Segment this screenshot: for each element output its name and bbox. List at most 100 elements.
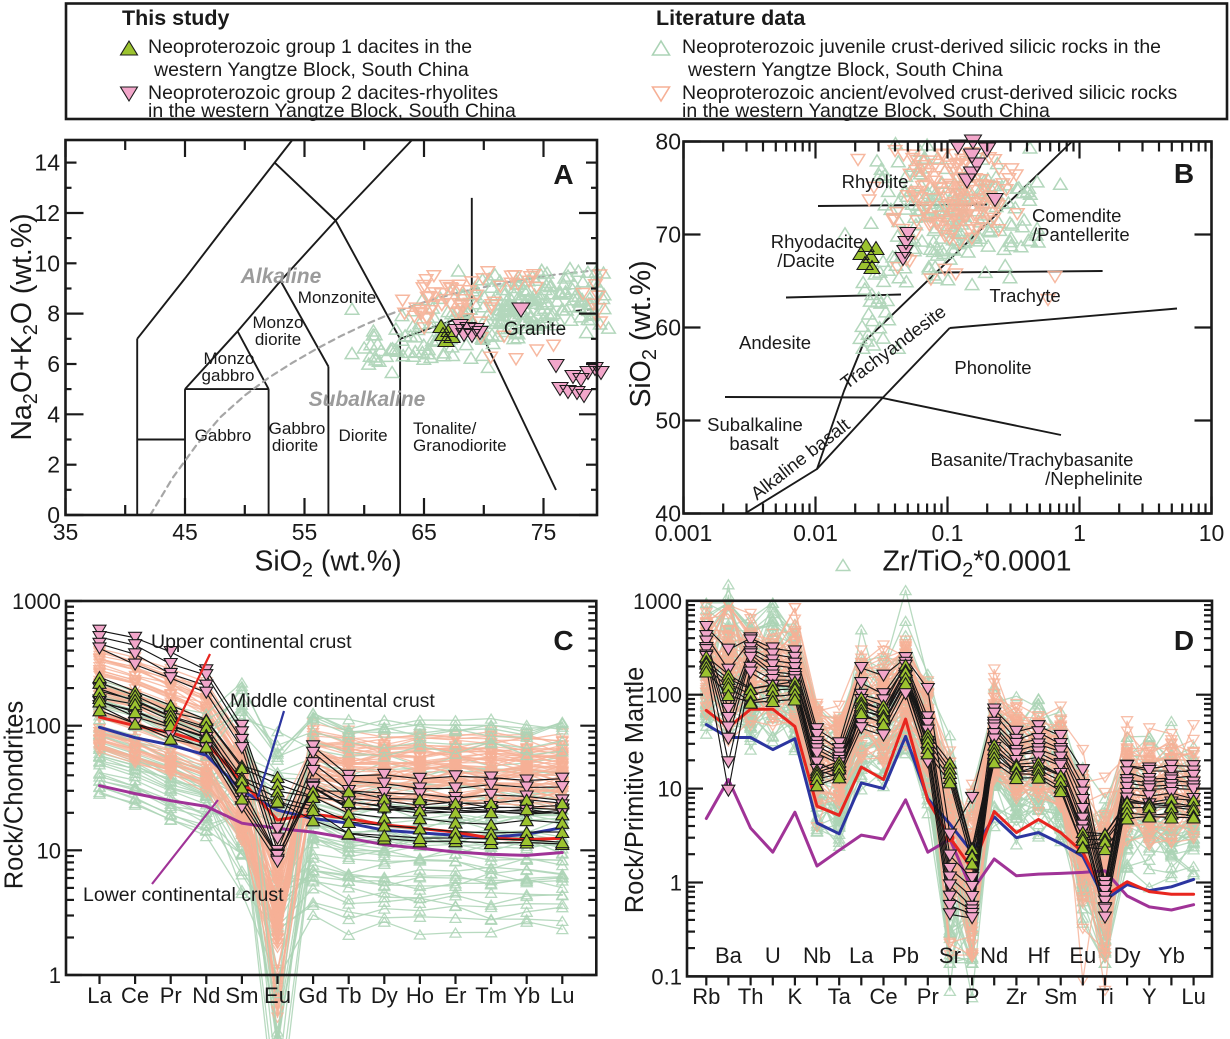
svg-text:100: 100: [24, 714, 61, 739]
svg-text:in the western Yangtze Block,: in the western Yangtze Block, South Chin…: [682, 100, 1050, 122]
svg-text:K: K: [788, 984, 803, 1009]
svg-text:Y: Y: [1142, 984, 1157, 1009]
svg-text:Gabbro: Gabbro: [269, 419, 326, 438]
svg-text:Er: Er: [445, 983, 467, 1008]
svg-text:U: U: [765, 943, 781, 968]
svg-text:Pb: Pb: [892, 943, 919, 968]
svg-text:Ti: Ti: [1096, 984, 1114, 1009]
svg-text:Na2O+K2O (wt.%): Na2O+K2O (wt.%): [6, 213, 42, 440]
svg-text:1: 1: [1073, 520, 1086, 546]
svg-text:Alkaline: Alkaline: [240, 265, 322, 288]
svg-text:Tb: Tb: [336, 983, 362, 1008]
svg-text:10: 10: [1199, 520, 1225, 546]
svg-text:55: 55: [292, 519, 318, 545]
svg-text:/Dacite: /Dacite: [777, 250, 835, 271]
svg-text:Ce: Ce: [869, 984, 897, 1009]
svg-text:La: La: [87, 983, 112, 1008]
svg-text:Andesite: Andesite: [739, 332, 811, 353]
svg-text:0.1: 0.1: [651, 964, 682, 989]
svg-text:basalt: basalt: [729, 433, 778, 454]
svg-text:D: D: [1174, 625, 1194, 656]
svg-text:Neoproterozoic juvenile crust-: Neoproterozoic juvenile crust-derived si…: [682, 36, 1161, 58]
svg-text:Th: Th: [738, 984, 764, 1009]
svg-text:Nd: Nd: [192, 983, 220, 1008]
svg-text:Subalkaline: Subalkaline: [309, 388, 426, 411]
svg-text:B: B: [1174, 158, 1194, 189]
svg-text:A: A: [553, 159, 573, 190]
svg-text:Monzo: Monzo: [203, 349, 254, 368]
svg-text:10: 10: [37, 838, 61, 863]
svg-text:Gabbro: Gabbro: [195, 426, 252, 445]
svg-text:Dy: Dy: [371, 983, 398, 1008]
svg-text:western Yangtze Block, South C: western Yangtze Block, South China: [153, 59, 469, 81]
svg-text:40: 40: [655, 501, 681, 527]
svg-text:SiO2 (wt.%): SiO2 (wt.%): [625, 260, 661, 407]
svg-text:75: 75: [531, 519, 557, 545]
svg-text:Rock/Chondrites: Rock/Chondrites: [1, 701, 29, 890]
svg-text:0.001: 0.001: [655, 520, 713, 546]
svg-text:Rhyodacite: Rhyodacite: [771, 231, 864, 252]
svg-text:1000: 1000: [633, 589, 682, 614]
svg-text:Lower continental crust: Lower continental crust: [83, 884, 284, 906]
svg-text:65: 65: [411, 519, 437, 545]
svg-text:Hf: Hf: [1028, 943, 1051, 968]
svg-text:diorite: diorite: [272, 436, 318, 455]
svg-text:Gd: Gd: [298, 983, 327, 1008]
svg-text:0.01: 0.01: [793, 520, 838, 546]
svg-text:Upper continental crust: Upper continental crust: [151, 631, 352, 653]
svg-text:12: 12: [34, 200, 60, 226]
svg-text:2: 2: [47, 452, 60, 478]
svg-text:Sr: Sr: [939, 943, 961, 968]
svg-text:Rock/Primitive Mantle: Rock/Primitive Mantle: [621, 667, 649, 914]
svg-text:8: 8: [47, 301, 60, 327]
svg-text:This study: This study: [122, 6, 230, 30]
svg-text:Ta: Ta: [828, 984, 852, 1009]
svg-text:Granite: Granite: [504, 319, 566, 340]
svg-text:western Yangtze Block, South C: western Yangtze Block, South China: [687, 59, 1003, 81]
svg-text:0.1: 0.1: [932, 520, 964, 546]
svg-text:Dy: Dy: [1114, 943, 1141, 968]
svg-text:Trachyte: Trachyte: [989, 285, 1060, 306]
svg-text:Ba: Ba: [715, 943, 743, 968]
svg-text:60: 60: [655, 315, 681, 341]
svg-text:35: 35: [53, 519, 79, 545]
svg-text:diorite: diorite: [255, 330, 301, 349]
svg-text:1: 1: [670, 871, 682, 896]
svg-text:Sm: Sm: [1044, 984, 1077, 1009]
svg-text:Yb: Yb: [1158, 943, 1185, 968]
svg-text:C: C: [553, 625, 573, 656]
svg-text:Eu: Eu: [264, 983, 291, 1008]
svg-text:Lu: Lu: [1181, 984, 1205, 1009]
svg-text:6: 6: [47, 351, 60, 377]
svg-text:Pr: Pr: [917, 984, 939, 1009]
svg-text:gabbro: gabbro: [202, 366, 255, 385]
svg-text:Monzo: Monzo: [252, 313, 303, 332]
svg-text:Monzonite: Monzonite: [298, 288, 376, 307]
svg-text:Nd: Nd: [980, 943, 1008, 968]
svg-text:10: 10: [34, 250, 60, 276]
svg-text:Middle continental crust: Middle continental crust: [230, 690, 435, 712]
svg-text:Sm: Sm: [225, 983, 258, 1008]
svg-text:14: 14: [34, 150, 60, 176]
svg-text:Rhyolite: Rhyolite: [842, 171, 909, 192]
svg-text:Comendite: Comendite: [1032, 205, 1121, 226]
svg-text:Eu: Eu: [1069, 943, 1096, 968]
svg-text:Tm: Tm: [475, 983, 507, 1008]
svg-text:Subalkaline: Subalkaline: [707, 414, 803, 435]
svg-text:/Nephelinite: /Nephelinite: [1045, 468, 1143, 489]
svg-text:Yb: Yb: [513, 983, 540, 1008]
svg-text:Pr: Pr: [160, 983, 182, 1008]
svg-text:45: 45: [172, 519, 198, 545]
svg-text:Literature data: Literature data: [656, 6, 806, 30]
svg-text:Lu: Lu: [550, 983, 574, 1008]
svg-text:Zr: Zr: [1006, 984, 1027, 1009]
svg-text:70: 70: [655, 222, 681, 248]
svg-text:50: 50: [655, 408, 681, 434]
svg-text:Diorite: Diorite: [338, 426, 387, 445]
svg-text:Zr/TiO2*0.0001: Zr/TiO2*0.0001: [882, 546, 1071, 582]
svg-text:Rb: Rb: [692, 984, 720, 1009]
svg-text:Neoproterozoic ancient/evolved: Neoproterozoic ancient/evolved crust-der…: [682, 82, 1178, 104]
svg-text:Nb: Nb: [803, 943, 831, 968]
svg-text:in the western Yangtze Block,: in the western Yangtze Block, South Chin…: [148, 100, 516, 122]
svg-text:SiO2 (wt.%): SiO2 (wt.%): [254, 546, 401, 582]
